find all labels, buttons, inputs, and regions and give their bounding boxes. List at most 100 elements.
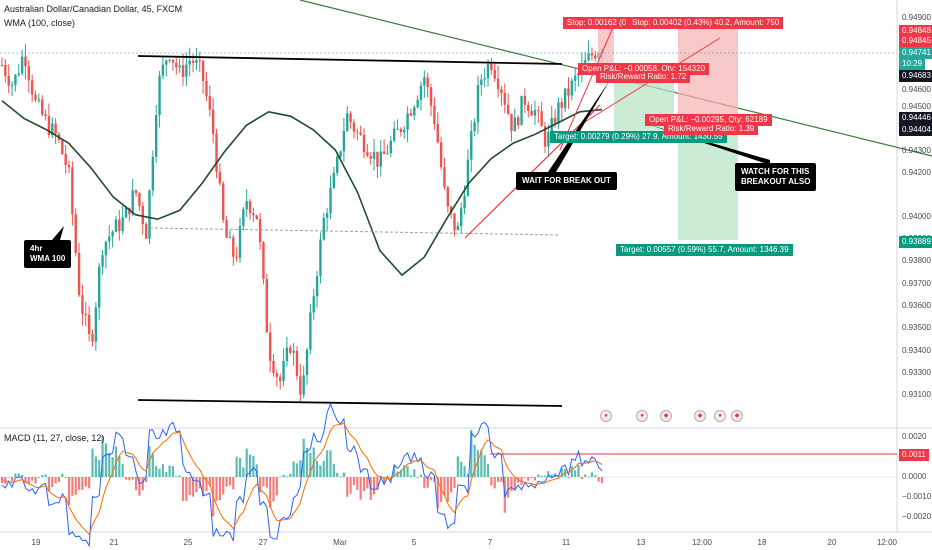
candle-body	[466, 159, 470, 196]
time-tick: 11	[561, 538, 571, 547]
candle-body	[523, 95, 527, 105]
price-tick: 0.93100	[902, 390, 931, 399]
candle-body	[289, 347, 292, 353]
candle-body	[138, 193, 141, 207]
macd-histogram-bar	[265, 477, 268, 488]
macd-histogram-bar	[336, 472, 339, 477]
macd-histogram-bar	[567, 477, 570, 479]
candle-body	[178, 65, 181, 68]
macd-histogram-bar	[570, 466, 573, 477]
time-tick: 21	[109, 538, 119, 547]
flag-ca-icon[interactable]: ◆	[731, 410, 743, 422]
macd-histogram-bar	[423, 477, 426, 489]
candle-body	[332, 172, 336, 188]
candle-body	[232, 237, 235, 257]
candle-body	[141, 206, 144, 225]
candle-body	[493, 69, 496, 79]
macd-histogram-bar	[155, 466, 158, 477]
candle-body	[567, 88, 570, 96]
price-tick: 0.93400	[902, 346, 931, 355]
candle-body	[185, 64, 188, 77]
candle-body	[460, 208, 463, 227]
note-watch[interactable]: WATCH FOR THIS BREAKOUT ALSO	[735, 163, 817, 191]
time-tick: Mar	[333, 538, 347, 547]
macd-histogram-bar	[121, 464, 124, 477]
macd-histogram-bar	[104, 443, 108, 477]
candle-body	[399, 128, 403, 133]
macd-histogram-bar	[269, 477, 272, 508]
macd-histogram-bar	[262, 477, 265, 487]
price-tag: 0.94845	[899, 35, 932, 47]
macd-histogram-bar	[543, 475, 547, 477]
candle-body	[245, 201, 248, 210]
candle-body	[470, 131, 473, 160]
macd-histogram-bar	[577, 464, 580, 477]
candle-body	[14, 74, 17, 85]
candle-body	[215, 133, 218, 172]
candle-body	[587, 53, 590, 61]
candle-body	[486, 63, 490, 79]
arrow-breakout	[548, 80, 610, 172]
rr-tag-2[interactable]: Risk/Reward Ratio: 1.39	[664, 123, 759, 135]
price-tag: 0.94683	[899, 70, 932, 82]
candle-body	[134, 190, 138, 194]
time-tick: 13	[636, 538, 646, 547]
candle-body	[175, 62, 178, 68]
time-tick: 12:00	[876, 538, 898, 547]
macd-histogram-bar	[436, 477, 439, 509]
price-tag: 10:29	[899, 58, 926, 70]
macd-histogram-bar	[295, 463, 299, 477]
macd-histogram-bar	[473, 444, 476, 477]
candle-body	[319, 239, 322, 277]
channel-bottom	[137, 399, 563, 407]
macd-histogram-bar	[574, 470, 577, 477]
time-tick: 20	[827, 538, 837, 547]
candle-body	[456, 226, 460, 231]
event-icon[interactable]: ●	[600, 410, 612, 422]
candle-body	[171, 59, 175, 63]
candle-body	[379, 151, 382, 167]
candle-body	[463, 195, 466, 209]
candle-body	[446, 187, 450, 207]
flag-ca-icon[interactable]: ◆	[660, 410, 672, 422]
candle-body	[118, 219, 121, 232]
candle-body	[101, 255, 104, 267]
candle-body	[409, 113, 413, 116]
macd-histogram-bar	[349, 477, 352, 494]
macd-histogram-bar	[376, 477, 379, 490]
macd-histogram-bar	[161, 464, 164, 477]
rr-tag-1[interactable]: Risk/Reward Ratio: 1.72	[596, 71, 691, 83]
macd-histogram-bar	[463, 466, 466, 477]
macd-histogram-bar	[453, 477, 456, 488]
candle-body	[312, 296, 315, 313]
macd-histogram-bar	[57, 477, 61, 482]
stop-tag-2[interactable]: Stop: 0.00402 (0.43%) 40.2, Amount: 750	[628, 17, 784, 29]
macd-histogram-bar	[81, 477, 84, 490]
note-wma[interactable]: 4hr WMA 100	[24, 240, 72, 268]
candle-body	[315, 276, 319, 297]
candle-body	[51, 123, 54, 135]
flag-ca-icon[interactable]: ◆	[694, 410, 706, 422]
candle-body	[144, 224, 148, 239]
macd-histogram-bar	[305, 447, 309, 477]
candle-body	[285, 347, 289, 361]
macd-histogram-bar	[346, 477, 349, 497]
candle-body	[449, 206, 453, 214]
trendline-rising	[464, 104, 601, 239]
macd-histogram-bar	[443, 477, 446, 496]
event-icon[interactable]: ●	[714, 410, 726, 422]
candle-body	[543, 126, 547, 147]
target-tag-2[interactable]: Target: 0.00557 (0.59%) 55.7, Amount: 13…	[616, 244, 793, 256]
macd-histogram-bar	[71, 477, 74, 496]
note-breakout[interactable]: WAIT FOR BREAK OUT	[516, 172, 617, 190]
candle-body	[349, 113, 352, 123]
candle-body	[34, 94, 37, 100]
time-tick: 27	[258, 538, 268, 547]
stop-tag-1[interactable]: Stop: 0.00162 (0	[563, 17, 631, 29]
macd-histogram-bar	[550, 474, 553, 477]
macd-histogram-bar	[466, 473, 470, 477]
candle-body	[205, 80, 208, 97]
macd-histogram-bar	[248, 454, 252, 477]
event-icon[interactable]: ●	[636, 410, 648, 422]
